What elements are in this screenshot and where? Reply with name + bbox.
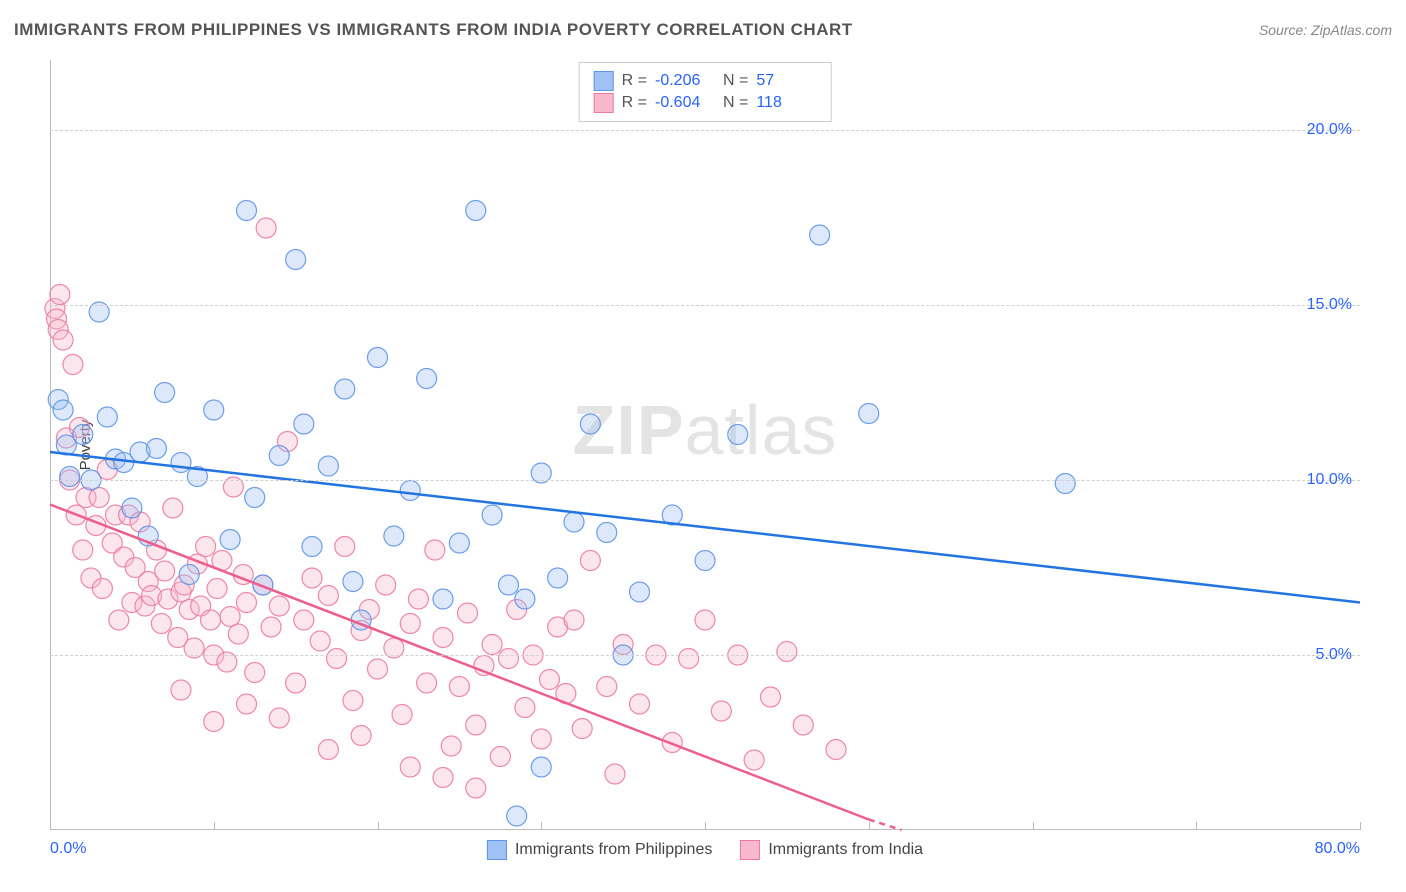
chart-title: IMMIGRANTS FROM PHILIPPINES VS IMMIGRANT… <box>14 20 853 40</box>
source-label: Source: ZipAtlas.com <box>1259 22 1392 38</box>
swatch-philippines <box>594 71 614 91</box>
ytick-label: 20.0% <box>1307 121 1352 139</box>
grid-line <box>50 480 1360 481</box>
swatch-india <box>594 93 614 113</box>
legend-item-india: Immigrants from India <box>740 840 923 860</box>
trendlines-svg <box>50 60 1360 830</box>
title-bar: IMMIGRANTS FROM PHILIPPINES VS IMMIGRANT… <box>14 20 1392 40</box>
ytick-label: 10.0% <box>1307 471 1352 489</box>
trend-line <box>50 505 869 820</box>
xtick <box>1360 822 1361 830</box>
ytick-label: 5.0% <box>1316 646 1352 664</box>
plot-area: Poverty ZIPatlas R = -0.206 N = 57 R = -… <box>50 60 1360 830</box>
legend-row-india: R = -0.604 N = 118 <box>594 93 817 113</box>
xtick <box>1196 822 1197 830</box>
correlation-legend: R = -0.206 N = 57 R = -0.604 N = 118 <box>579 62 832 122</box>
grid-line <box>50 655 1360 656</box>
xtick <box>1033 822 1034 830</box>
xtick <box>705 822 706 830</box>
swatch-philippines-icon <box>487 840 507 860</box>
swatch-india-icon <box>740 840 760 860</box>
legend-item-philippines: Immigrants from Philippines <box>487 840 712 860</box>
xtick <box>869 822 870 830</box>
xtick-label: 80.0% <box>1315 840 1360 858</box>
grid-line <box>50 305 1360 306</box>
ytick-label: 15.0% <box>1307 296 1352 314</box>
trend-line <box>869 820 902 831</box>
xtick <box>214 822 215 830</box>
grid-line <box>50 130 1360 131</box>
series-legend: Immigrants from Philippines Immigrants f… <box>487 840 923 860</box>
xtick <box>50 822 51 830</box>
xtick <box>378 822 379 830</box>
legend-row-philippines: R = -0.206 N = 57 <box>594 71 817 91</box>
xtick <box>541 822 542 830</box>
xtick-label: 0.0% <box>50 840 86 858</box>
